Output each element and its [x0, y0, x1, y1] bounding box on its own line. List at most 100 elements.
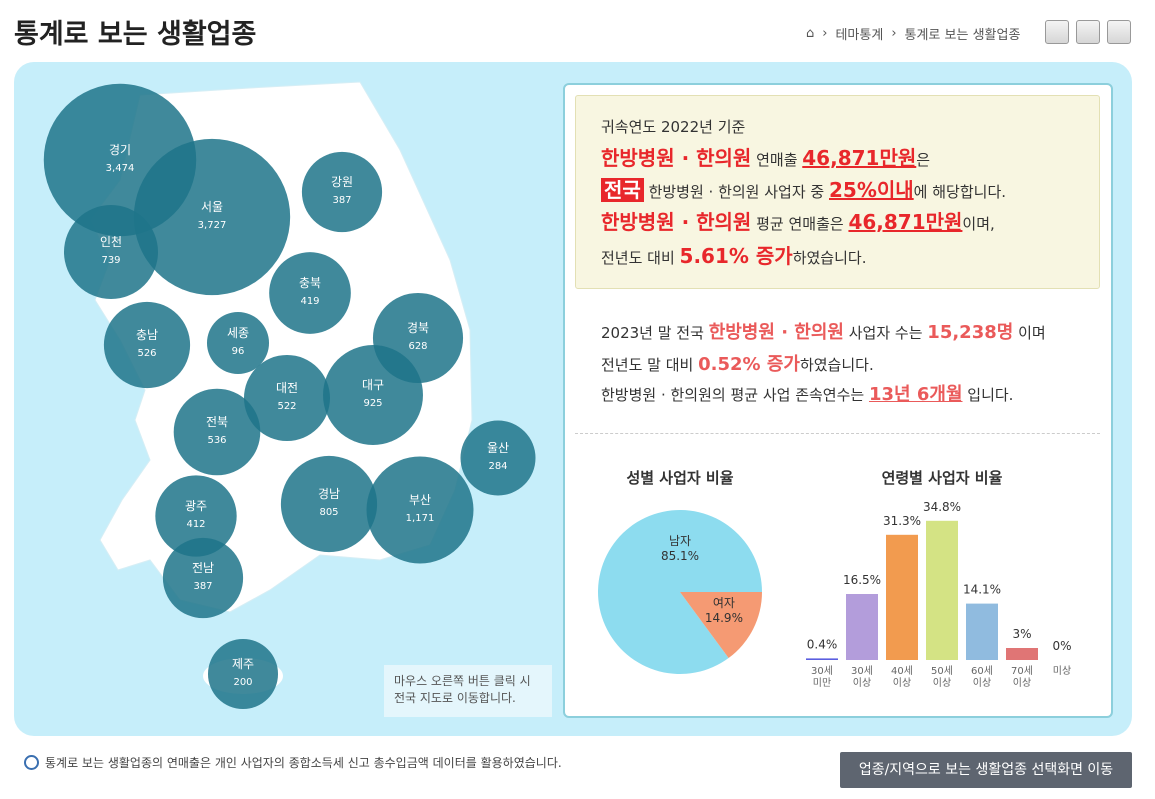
bar [926, 520, 958, 660]
region-name: 광주 [185, 499, 207, 513]
text: 2023년 말 전국 [601, 324, 709, 342]
bar-category: 50세 이상 [931, 665, 953, 689]
text: 입니다. [962, 386, 1014, 404]
bar-category: 70세 이상 [1011, 665, 1033, 689]
region-bubble [162, 537, 244, 619]
region-name: 제주 [232, 657, 254, 671]
hint-line: 전국 지도로 이동합니다. [394, 691, 516, 705]
region-bubble [269, 252, 351, 334]
chart-title: 연령별 사업자 비율 [882, 469, 1003, 487]
region-name: 인천 [100, 234, 122, 249]
bar [966, 603, 998, 660]
region-value: 412 [186, 519, 205, 530]
region-name: 전남 [192, 561, 214, 575]
region-value: 200 [233, 677, 252, 688]
region-bubble [243, 354, 331, 442]
text: 15,238명 [927, 322, 1014, 343]
region-value: 419 [300, 296, 319, 307]
region-bubble [207, 638, 279, 710]
bar-category: 30세 미만 [811, 665, 833, 689]
text: 13년 6개월 [868, 384, 963, 405]
help-button[interactable] [1045, 20, 1069, 44]
region-value: 739 [101, 255, 120, 266]
text: 5.61% 증가 [679, 244, 793, 268]
text: 전년도 말 대비 [601, 356, 699, 374]
pie-label: 여자 [713, 596, 735, 610]
separator [575, 433, 1100, 434]
text: 전국 [601, 178, 644, 202]
chevron: › [891, 26, 897, 41]
bar-category: 30세 이상 [851, 665, 873, 689]
region-name: 대구 [362, 378, 384, 392]
text: 한방병원 · 한의원 [601, 210, 752, 234]
region-name: 전북 [206, 415, 228, 429]
text: 전년도 대비 [601, 249, 680, 267]
region-value: 3,474 [106, 163, 135, 174]
region-value: 925 [363, 398, 382, 409]
navigate-button[interactable]: 업종/지역으로 보는 생활업종 선택화면 이동 [840, 752, 1132, 788]
text: 46,871만원 [848, 210, 963, 234]
region-name: 세종 [227, 326, 249, 340]
region-value: 284 [488, 461, 507, 472]
pie-value: 14.9% [705, 611, 743, 625]
bar-value: 3% [1012, 627, 1031, 641]
region-name: 경기 [109, 143, 131, 157]
region-name: 경북 [407, 321, 429, 335]
bar [806, 658, 838, 660]
print-button[interactable] [1076, 20, 1100, 44]
summary-line: 전년도 대비 5.61% 증가하였습니다. [601, 240, 866, 269]
text: 한방병원 · 한의원 [708, 322, 844, 343]
region-value: 526 [137, 348, 156, 359]
breadcrumb: ⌂ › 테마통계 › 통계로 보는 생활업종 [806, 24, 1020, 43]
region-value: 522 [277, 401, 296, 412]
text: 하였습니다. [792, 249, 867, 267]
text: 은 [916, 151, 931, 169]
bar-category: 미상 [1053, 665, 1071, 677]
text: 한방병원 · 한의원 사업자 중 [643, 183, 829, 201]
region-bubble [280, 455, 378, 553]
region-bubble [366, 456, 474, 564]
hint-line: 마우스 오른쪽 버튼 클릭 시 [394, 674, 531, 688]
bar-value: 0% [1052, 639, 1071, 653]
region-name: 대전 [276, 381, 298, 395]
region-value: 1,171 [406, 513, 435, 524]
bar [886, 534, 918, 660]
summary-line: 전국 한방병원 · 한의원 사업자 중 25%이내에 해당합니다. [601, 174, 1006, 203]
summary-basis: 귀속연도 2022년 기준 [601, 118, 746, 136]
region-bubble [173, 388, 261, 476]
text: 사업자 수는 [843, 324, 928, 342]
text: 하였습니다. [799, 356, 874, 374]
map-hint: 마우스 오른쪽 버튼 클릭 시 전국 지도로 이동합니다. [384, 665, 552, 717]
text: 연매출 [751, 151, 803, 169]
bar [846, 594, 878, 660]
region-value: 387 [193, 581, 212, 592]
breadcrumb-item[interactable]: 테마통계 [835, 28, 884, 43]
region-bubble [103, 301, 191, 389]
pie-value: 85.1% [661, 549, 699, 563]
detail-line: 2023년 말 전국 한방병원 · 한의원 사업자 수는 15,238명 이며 [601, 318, 1046, 344]
region-bubble [323, 345, 423, 445]
bar-value: 16.5% [843, 573, 881, 587]
refresh-button[interactable] [1107, 20, 1131, 44]
bar-value: 0.4% [807, 637, 838, 651]
region-bubble [206, 311, 270, 375]
note-text: 통계로 보는 생활업종의 연매출은 개인 사업자의 종합소득세 신고 총수입금액… [45, 756, 562, 770]
bar-value: 34.8% [923, 500, 961, 514]
region-bubble [63, 204, 159, 300]
text: 이며, [962, 215, 995, 233]
home-icon[interactable]: ⌂ [806, 26, 815, 41]
region-value: 387 [332, 195, 351, 206]
breadcrumb-item[interactable]: 통계로 보는 생활업종 [904, 28, 1021, 43]
summary-box [575, 95, 1100, 289]
note-icon [24, 755, 39, 770]
text: 에 해당합니다. [913, 183, 1007, 201]
region-value: 96 [232, 346, 245, 357]
pie-label: 남자 [669, 534, 691, 548]
region-value: 805 [319, 507, 338, 518]
bar-category: 40세 이상 [891, 665, 913, 689]
region-bubble [155, 475, 237, 557]
text: 이며 [1013, 324, 1046, 342]
region-name: 부산 [409, 493, 431, 507]
bar-category: 60세 이상 [971, 665, 993, 689]
